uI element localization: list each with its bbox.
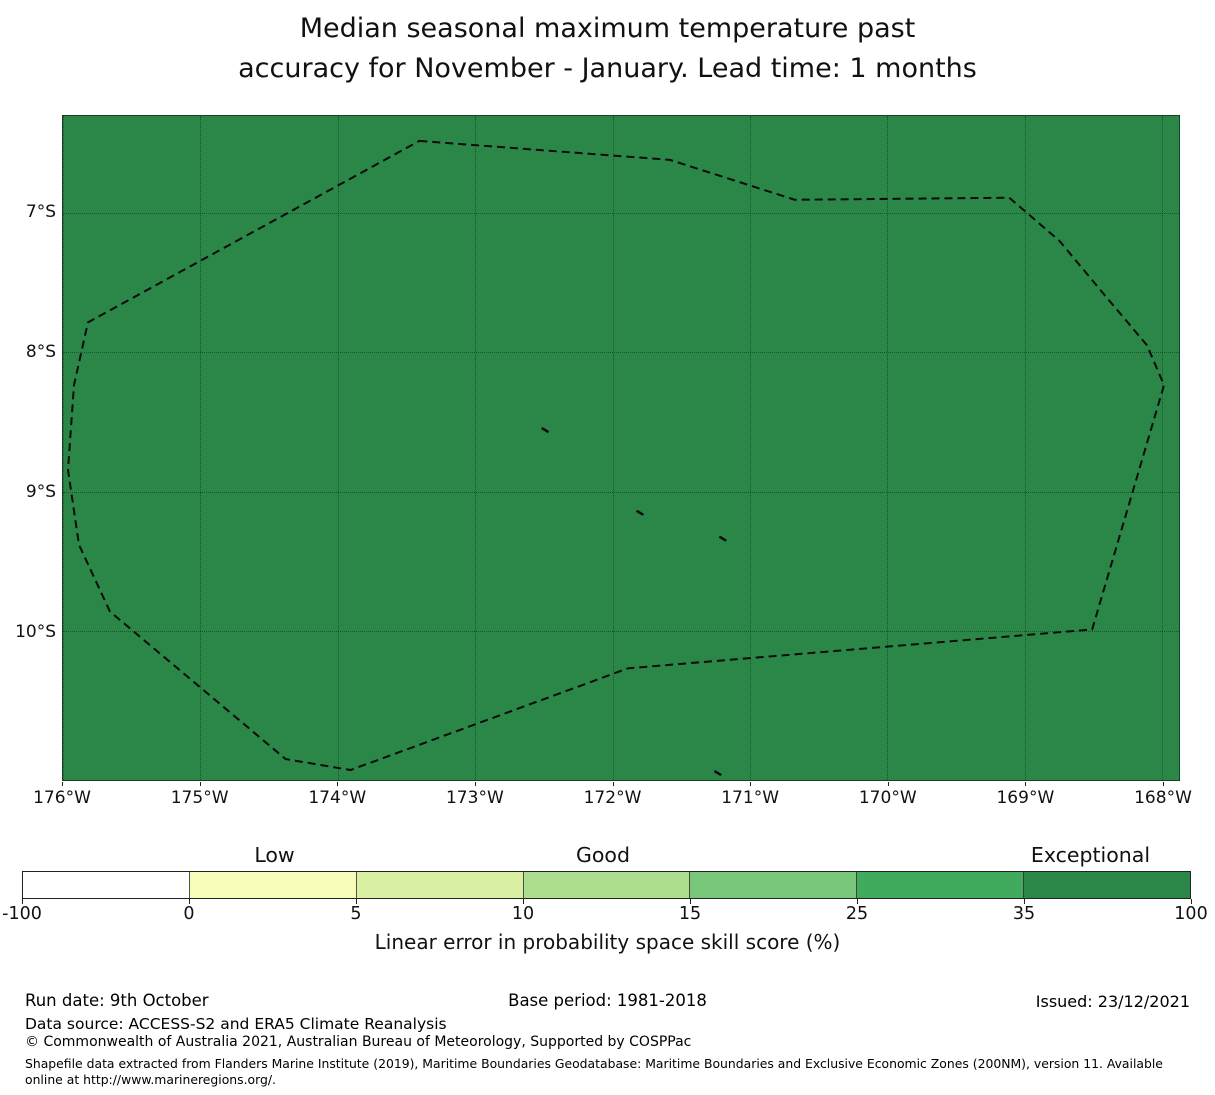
x-tick-mark [337, 782, 339, 786]
figure-title: Median seasonal maximum temperature past… [0, 9, 1215, 89]
map-plot [62, 115, 1180, 781]
x-tick-mark [1163, 782, 1164, 786]
data-source-text: Data source: ACCESS-S2 and ERA5 Climate … [25, 1015, 447, 1033]
x-tick-mark [750, 782, 752, 786]
colorbar-segment [189, 872, 357, 898]
colorbar-tick-mark [22, 899, 23, 904]
island-mark [636, 510, 644, 516]
y-axis: 7°S 8°S 9°S 10°S [0, 115, 56, 781]
lon-gridline [63, 116, 64, 780]
lat-gridline [63, 212, 1179, 214]
x-tick-label: 170°W [858, 788, 917, 808]
y-tick-label: 7°S [25, 201, 56, 222]
x-tick-mark [474, 782, 476, 786]
issued-date-text: Issued: 23/12/2021 [1035, 992, 1190, 1011]
colorbar-segment [1024, 872, 1191, 898]
lat-gridline [63, 352, 1179, 354]
lon-gridline [475, 116, 477, 780]
y-tick-label: 8°S [25, 342, 56, 363]
x-tick-label: 173°W [445, 788, 504, 808]
lat-gridline [63, 491, 1179, 493]
run-date-text: Run date: 9th October [25, 991, 209, 1010]
colorbar-tick-label: -100 [2, 904, 42, 924]
eez-svg [66, 139, 1166, 776]
island-mark [719, 535, 727, 542]
lon-gridline [337, 116, 339, 780]
x-tick-label: 176°W [33, 788, 91, 808]
colorbar-tick-label: 15 [678, 904, 702, 924]
x-tick-label: 175°W [170, 788, 229, 808]
x-tick-mark [887, 782, 889, 786]
colorbar-category-label: Exceptional [1030, 843, 1151, 867]
colorbar-tick-mark [356, 899, 357, 904]
lat-gridline [63, 631, 1179, 633]
island-mark [714, 770, 722, 776]
lon-gridline [887, 116, 889, 780]
lon-gridline [1162, 116, 1164, 780]
figure-title-line1: Median seasonal maximum temperature past [299, 13, 916, 44]
colorbar-category-label: Good [575, 843, 630, 867]
colorbar-category-label: Low [254, 843, 295, 867]
colorbar-tick-label: 5 [350, 904, 362, 924]
colorbar-tick-label: 25 [845, 904, 869, 924]
copyright-text: © Commonwealth of Australia 2021, Austra… [25, 1034, 692, 1050]
x-tick-mark [62, 782, 63, 786]
colorbar-tick-label: 0 [183, 904, 195, 924]
colorbar-segment [356, 872, 524, 898]
colorbar-tick-mark [1024, 899, 1025, 904]
x-tick-label: 174°W [308, 788, 367, 808]
colorbar-segment [23, 872, 190, 898]
colorbar [22, 871, 1191, 899]
colorbar-tick-mark [1191, 899, 1192, 904]
lon-gridline [200, 116, 202, 780]
x-tick-label: 169°W [996, 788, 1055, 808]
colorbar-tick-mark [189, 899, 190, 904]
lon-gridline [612, 116, 614, 780]
colorbar-tick-label: 10 [511, 904, 535, 924]
colorbar-tick-mark [690, 899, 691, 904]
x-tick-mark [199, 782, 201, 786]
x-tick-label: 172°W [583, 788, 642, 808]
colorbar-caption: Linear error in probability space skill … [374, 930, 841, 954]
y-tick-label: 10°S [15, 622, 56, 643]
island-mark [541, 427, 549, 433]
x-tick-mark [1025, 782, 1027, 786]
colorbar-categories: Low Good Exceptional [22, 839, 1191, 869]
lon-gridline [1024, 116, 1026, 780]
x-tick-mark [612, 782, 614, 786]
colorbar-ticks: -100 0 5 10 15 25 35 100 [2, 899, 1208, 925]
colorbar-tick-mark [857, 899, 858, 904]
lon-gridline [749, 116, 751, 780]
eez-boundary [66, 139, 1166, 772]
figure-title-line2: accuracy for November - January. Lead ti… [238, 53, 977, 84]
colorbar-segment [857, 872, 1025, 898]
colorbar-segment [690, 872, 858, 898]
shapefile-note: Shapefile data extracted from Flanders M… [25, 1056, 1163, 1087]
colorbar-segment [523, 872, 691, 898]
colorbar-tick-mark [523, 899, 524, 904]
y-tick-label: 9°S [25, 482, 56, 503]
colorbar-tick-label: 35 [1012, 904, 1036, 924]
x-tick-label: 168°W [1134, 788, 1192, 808]
x-tick-label: 171°W [721, 788, 780, 808]
x-axis: 176°W 175°W 174°W 173°W 172°W 171°W 170°W 169°W… [33, 782, 1192, 810]
colorbar-tick-label: 100 [1174, 904, 1208, 924]
base-period-text: Base period: 1981-2018 [508, 991, 707, 1010]
